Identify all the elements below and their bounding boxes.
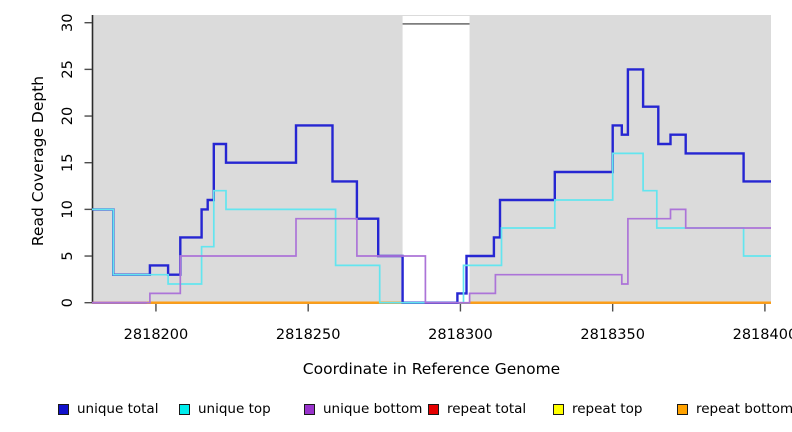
- legend-swatch-unique-bottom: [304, 403, 315, 415]
- legend-swatch-unique-total: [58, 403, 69, 415]
- legend-label-unique-total: unique total: [77, 401, 159, 417]
- legend-label-repeat-total: repeat total: [447, 401, 527, 417]
- x-tick-label: 2818250: [276, 327, 341, 343]
- x-tick-label: 2818200: [124, 327, 189, 343]
- series-line-unique-bottom: [92, 208, 771, 304]
- legend-label-unique-bottom: unique bottom: [323, 401, 423, 417]
- legend-item-repeat-top: repeat top: [553, 398, 642, 420]
- y-axis-title: Read Coverage Depth: [29, 75, 47, 247]
- legend-label-repeat-bottom: repeat bottom: [696, 401, 792, 417]
- legend-item-repeat-bottom: repeat bottom: [677, 398, 792, 420]
- legend-label-repeat-top: repeat top: [572, 401, 643, 417]
- legend-item-unique-bottom: unique bottom: [304, 398, 422, 420]
- legend: unique total unique top unique bottom re…: [0, 398, 792, 424]
- y-tick-label: 30: [60, 13, 76, 31]
- series-line-unique-top: [92, 152, 771, 304]
- legend-swatch-repeat-bottom: [677, 403, 688, 415]
- y-tick-label: 25: [60, 60, 76, 78]
- y-tick-label: 20: [60, 107, 76, 125]
- x-tick-label: 2818300: [428, 327, 493, 343]
- y-tick-label: 10: [60, 200, 76, 218]
- x-tick-label: 2818400: [733, 327, 792, 343]
- legend-swatch-unique-top: [179, 403, 190, 415]
- masked-region: [402, 16, 470, 303]
- legend-swatch-repeat-top: [553, 403, 564, 415]
- legend-item-repeat-total: repeat total: [428, 398, 526, 420]
- legend-swatch-repeat-total: [428, 403, 439, 415]
- x-tick-label: 2818350: [580, 327, 645, 343]
- y-tick-label: 0: [60, 298, 76, 307]
- x-axis-title: Coordinate in Reference Genome: [302, 360, 561, 378]
- y-tick-label: 15: [60, 153, 76, 171]
- y-tick-label: 5: [60, 251, 76, 260]
- legend-label-unique-top: unique top: [198, 401, 271, 417]
- legend-item-unique-total: unique total: [58, 398, 158, 420]
- legend-item-unique-top: unique top: [179, 398, 271, 420]
